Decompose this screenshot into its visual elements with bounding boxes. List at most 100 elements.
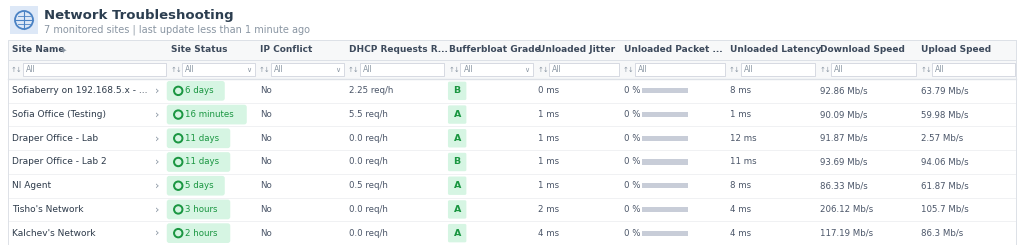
Text: ›: › — [156, 204, 160, 214]
Text: ↑↓: ↑↓ — [538, 66, 549, 73]
Text: Upload Speed: Upload Speed — [922, 46, 991, 54]
Circle shape — [176, 112, 181, 117]
Text: 6 days: 6 days — [185, 86, 214, 95]
Bar — [359, 63, 444, 76]
Text: B: B — [454, 86, 461, 95]
Bar — [642, 136, 688, 141]
Text: 11 days: 11 days — [185, 134, 219, 143]
Text: Network Troubleshooting: Network Troubleshooting — [44, 10, 233, 23]
FancyBboxPatch shape — [167, 128, 230, 148]
Text: Sofia Office (Testing): Sofia Office (Testing) — [12, 110, 106, 119]
Text: 0.0 req/h: 0.0 req/h — [348, 229, 387, 238]
Circle shape — [176, 136, 181, 141]
Text: ∨: ∨ — [524, 66, 529, 73]
Text: 11 ms: 11 ms — [730, 158, 757, 167]
Text: 94.06 Mb/s: 94.06 Mb/s — [922, 158, 969, 167]
Bar — [642, 159, 688, 165]
Text: ›: › — [156, 133, 160, 143]
Text: 8 ms: 8 ms — [730, 181, 751, 190]
Circle shape — [174, 86, 182, 95]
Bar — [8, 174, 1016, 197]
Text: 105.7 Mb/s: 105.7 Mb/s — [922, 205, 969, 214]
Text: 0 %: 0 % — [624, 181, 640, 190]
Text: 5 days: 5 days — [185, 181, 214, 190]
Bar — [549, 63, 618, 76]
Circle shape — [176, 231, 181, 236]
Text: No: No — [260, 86, 271, 95]
Text: All: All — [552, 65, 562, 74]
Bar — [642, 88, 688, 93]
Text: 117.19 Mb/s: 117.19 Mb/s — [820, 229, 873, 238]
Text: No: No — [260, 181, 271, 190]
Circle shape — [174, 158, 182, 167]
Text: Tisho's Network: Tisho's Network — [12, 205, 84, 214]
Text: Site Name: Site Name — [12, 46, 65, 54]
Bar — [642, 207, 688, 212]
Text: 91.87 Mb/s: 91.87 Mb/s — [820, 134, 868, 143]
Text: ∨: ∨ — [335, 66, 340, 73]
Text: All: All — [743, 65, 754, 74]
Bar — [8, 60, 1016, 79]
Text: IP Conflict: IP Conflict — [260, 46, 312, 54]
Text: All: All — [835, 65, 844, 74]
Circle shape — [174, 110, 182, 119]
Text: No: No — [260, 134, 271, 143]
Bar — [8, 221, 1016, 245]
Circle shape — [176, 183, 181, 188]
Text: DHCP Requests R...: DHCP Requests R... — [348, 46, 447, 54]
Circle shape — [176, 159, 181, 164]
Text: 0 %: 0 % — [624, 86, 640, 95]
Text: All: All — [362, 65, 373, 74]
Text: Draper Office - Lab 2: Draper Office - Lab 2 — [12, 158, 106, 167]
Text: 16 minutes: 16 minutes — [185, 110, 234, 119]
Text: ↑↓: ↑↓ — [348, 66, 359, 73]
FancyBboxPatch shape — [447, 105, 466, 124]
Text: 1 ms: 1 ms — [539, 110, 559, 119]
Text: 0 %: 0 % — [624, 229, 640, 238]
Circle shape — [174, 205, 182, 214]
Text: ›: › — [156, 228, 160, 238]
Text: ↑↓: ↑↓ — [819, 66, 831, 73]
Text: 2.25 req/h: 2.25 req/h — [348, 86, 393, 95]
FancyBboxPatch shape — [167, 176, 224, 196]
FancyBboxPatch shape — [447, 176, 466, 195]
Text: ›: › — [156, 181, 160, 191]
Text: ↑↓: ↑↓ — [449, 66, 460, 73]
FancyBboxPatch shape — [167, 223, 230, 243]
Circle shape — [176, 207, 181, 212]
Text: 0.0 req/h: 0.0 req/h — [348, 134, 387, 143]
Text: 0.5 req/h: 0.5 req/h — [348, 181, 387, 190]
Text: 2.57 Mb/s: 2.57 Mb/s — [922, 134, 964, 143]
Text: Site Status: Site Status — [171, 46, 227, 54]
Text: 0.0 req/h: 0.0 req/h — [348, 205, 387, 214]
Text: ↑↓: ↑↓ — [11, 66, 23, 73]
Text: No: No — [260, 229, 271, 238]
Text: 93.69 Mb/s: 93.69 Mb/s — [820, 158, 868, 167]
Text: ›: › — [156, 86, 160, 96]
Circle shape — [174, 134, 182, 143]
Bar — [740, 63, 815, 76]
Circle shape — [174, 181, 182, 190]
Text: A: A — [454, 110, 461, 119]
Text: 0 %: 0 % — [624, 134, 640, 143]
FancyBboxPatch shape — [447, 153, 466, 171]
FancyBboxPatch shape — [447, 200, 466, 219]
Text: 2 hours: 2 hours — [185, 229, 218, 238]
Text: Draper Office - Lab: Draper Office - Lab — [12, 134, 98, 143]
Text: ↑↓: ↑↓ — [259, 66, 270, 73]
Text: 5.5 req/h: 5.5 req/h — [348, 110, 387, 119]
Bar — [642, 231, 688, 236]
Bar — [10, 6, 38, 34]
Circle shape — [176, 88, 181, 93]
FancyBboxPatch shape — [447, 224, 466, 242]
Text: Sofiaberry on 192.168.5.x - ...: Sofiaberry on 192.168.5.x - ... — [12, 86, 147, 95]
Text: No: No — [260, 110, 271, 119]
Text: 11 days: 11 days — [185, 158, 219, 167]
Text: 0 %: 0 % — [624, 205, 640, 214]
Text: All: All — [185, 65, 195, 74]
Text: 206.12 Mb/s: 206.12 Mb/s — [820, 205, 873, 214]
Text: 59.98 Mb/s: 59.98 Mb/s — [922, 110, 969, 119]
Text: ›: › — [156, 157, 160, 167]
Text: 3 hours: 3 hours — [185, 205, 218, 214]
Text: B: B — [454, 158, 461, 167]
